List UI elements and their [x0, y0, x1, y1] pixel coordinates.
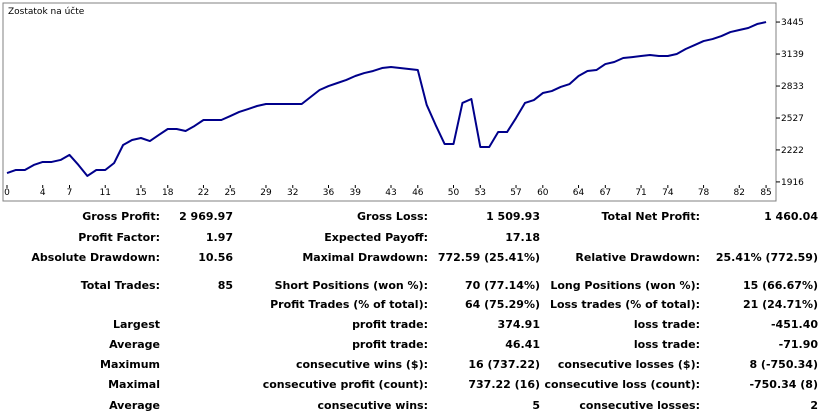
x-tick-label: 50	[448, 188, 460, 198]
stat-value: 16 (737.22)	[468, 358, 540, 371]
x-tick-label: 46	[412, 188, 424, 198]
stat-label: profit trade:	[352, 338, 428, 351]
stat-value: 8 (-750.34)	[749, 358, 818, 371]
x-tick-label: 60	[537, 188, 549, 198]
stat-value: 374.91	[497, 318, 540, 331]
stat-value: 17.18	[505, 231, 540, 244]
stat-label: Total Net Profit:	[601, 210, 701, 223]
x-tick-label: 57	[510, 188, 521, 198]
x-tick-label: 0	[4, 188, 10, 198]
stat-value: 772.59 (25.41%)	[437, 251, 540, 264]
stat-value: 737.22 (16)	[468, 378, 540, 391]
x-tick-label: 43	[385, 188, 396, 198]
stat-label: Absolute Drawdown:	[31, 251, 160, 264]
stat-label: Average	[109, 399, 160, 412]
stat-label: profit trade:	[352, 318, 428, 331]
stat-value: 1 460.04	[764, 210, 818, 223]
stat-value: 64 (75.29%)	[464, 298, 540, 311]
chart: Zostatok na účte 1916 2222 2527 2833 3139 344…	[2, 2, 804, 202]
y-tick-label: 3139	[781, 50, 804, 60]
stat-value: 10.56	[198, 251, 233, 264]
x-tick-label: 11	[100, 188, 111, 198]
stat-label: Maximal Drawdown:	[302, 251, 428, 264]
x-tick-label: 67	[600, 188, 611, 198]
x-tick-label: 4	[40, 188, 46, 198]
y-tick-label: 1916	[781, 178, 804, 188]
chart-frame	[2, 2, 777, 202]
chart-title: Zostatok na účte	[8, 6, 85, 17]
stat-value: 25.41% (772.59)	[715, 251, 818, 264]
x-tick-label: 53	[475, 188, 486, 198]
stat-value: 2	[810, 399, 818, 412]
balance-line	[6, 21, 767, 177]
stat-label: Profit Factor:	[78, 231, 160, 244]
stat-label: Relative Drawdown:	[575, 251, 700, 264]
stat-label: consecutive losses:	[579, 399, 700, 412]
stat-label: Maximum	[100, 358, 160, 371]
stat-label: loss trade:	[633, 318, 700, 331]
stat-value: -451.40	[770, 318, 818, 331]
stat-label: Expected Payoff:	[324, 231, 428, 244]
x-tick-label: 32	[287, 188, 298, 198]
stat-label: Long Positions (won %):	[550, 279, 700, 292]
stat-value: 21 (24.71%)	[742, 298, 818, 311]
stat-label: Largest	[113, 318, 160, 331]
stat-value: 46.41	[505, 338, 540, 351]
stat-label: Loss trades (% of total):	[549, 298, 700, 311]
y-tick-label: 2222	[781, 146, 804, 156]
y-tick-label: 3445	[781, 18, 804, 28]
x-tick-label: 74	[662, 188, 674, 198]
stat-value: 5	[532, 399, 540, 412]
stat-value: -750.34 (8)	[749, 378, 818, 391]
x-tick-label: 18	[162, 188, 174, 198]
y-tick-label: 2527	[781, 114, 804, 124]
x-tick-label: 39	[350, 188, 362, 198]
y-tick-label: 2833	[781, 82, 804, 92]
stat-value: 2 969.97	[179, 210, 233, 223]
x-tick-label: 71	[635, 188, 646, 198]
stat-label: Profit Trades (% of total):	[270, 298, 428, 311]
x-tick-label: 82	[734, 188, 745, 198]
stat-value: 70 (77.14%)	[464, 279, 540, 292]
x-tick-label: 7	[67, 188, 73, 198]
stat-label: consecutive wins ($):	[295, 358, 428, 371]
x-tick-label: 78	[698, 188, 710, 198]
x-tick-label: 85	[760, 188, 771, 198]
x-tick-label: 25	[225, 188, 236, 198]
x-tick-label: 64	[573, 188, 585, 198]
x-tick-label: 15	[135, 188, 146, 198]
stat-label: loss trade:	[633, 338, 700, 351]
x-tick-label: 29	[260, 188, 272, 198]
stat-label: consecutive loss (count):	[544, 378, 700, 391]
x-tick-label: 36	[323, 188, 335, 198]
stat-label: Maximal	[108, 378, 160, 391]
stat-label: consecutive profit (count):	[262, 378, 428, 391]
stat-value: 1 509.93	[486, 210, 540, 223]
stat-label: Gross Loss:	[357, 210, 428, 223]
stat-label: consecutive wins:	[317, 399, 428, 412]
stat-label: Gross Profit:	[82, 210, 160, 223]
stat-label: Average	[109, 338, 160, 351]
stat-value: 1.97	[205, 231, 233, 244]
stat-value: 15 (66.67%)	[742, 279, 818, 292]
stat-value: 85	[217, 279, 233, 292]
stat-label: Total Trades:	[80, 279, 160, 292]
stat-label: consecutive losses ($):	[557, 358, 700, 371]
x-tick-label: 22	[198, 188, 209, 198]
stat-label: Short Positions (won %):	[274, 279, 428, 292]
stat-value: -71.90	[778, 338, 818, 351]
